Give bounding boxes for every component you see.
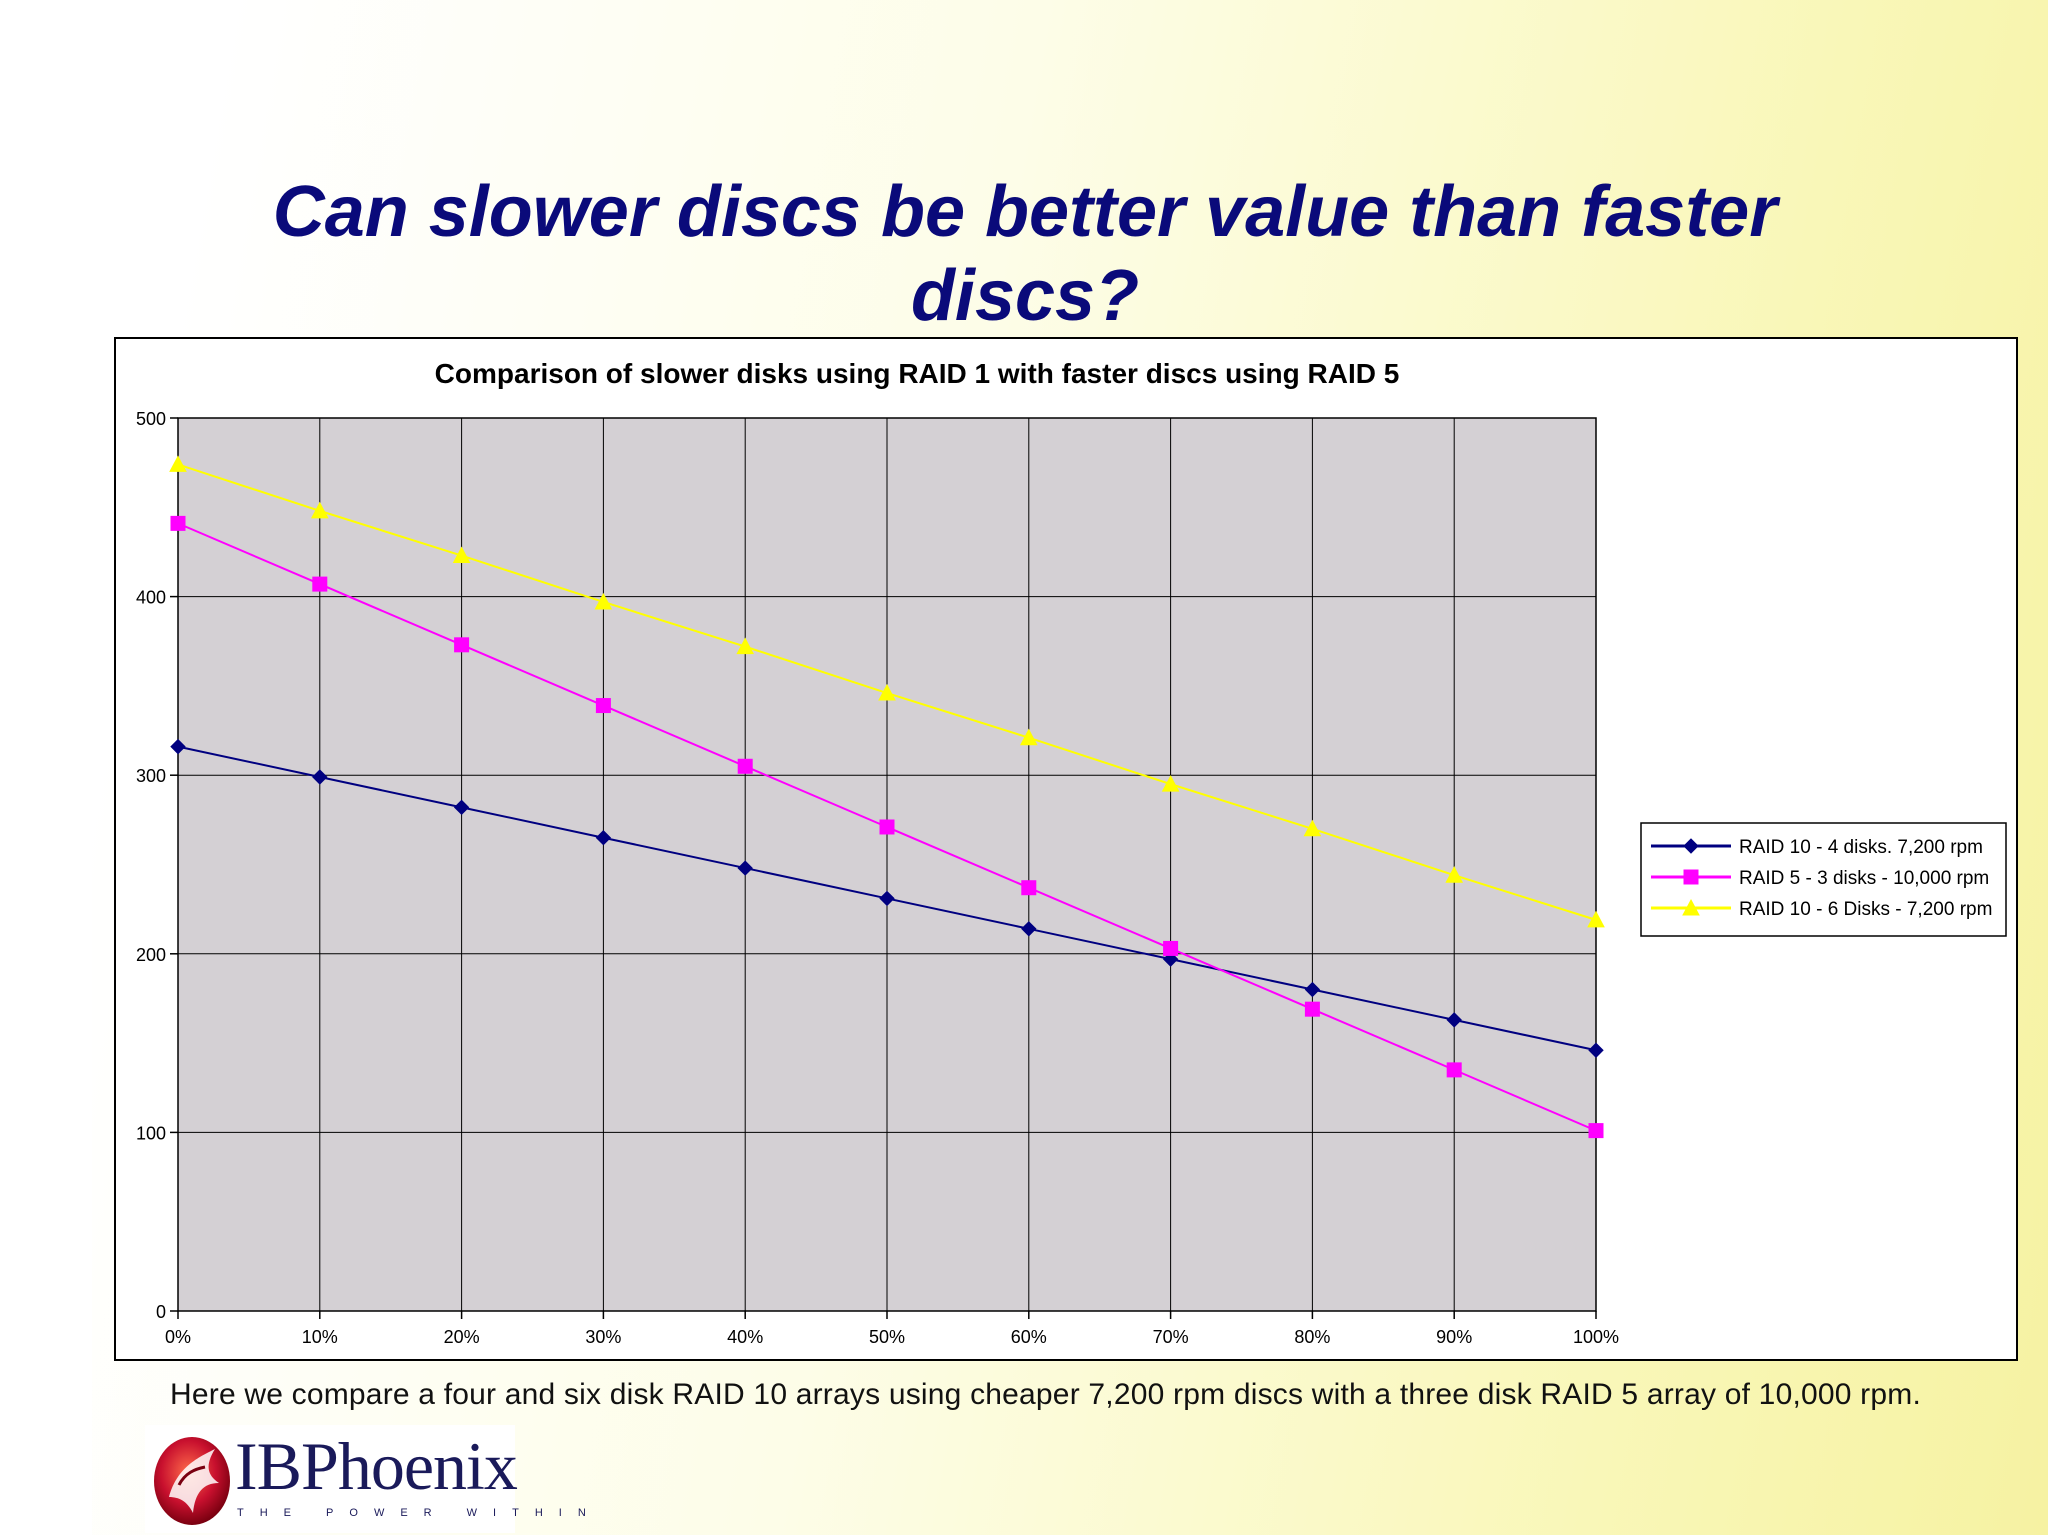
legend-label: RAID 10 - 4 disks. 7,200 rpm xyxy=(1739,837,1983,858)
data-point-series-1 xyxy=(1304,981,1321,998)
y-tick-label: 200 xyxy=(136,945,166,965)
y-tick-label: 400 xyxy=(136,588,166,608)
data-point-series-2 xyxy=(879,819,895,835)
data-point-series-2 xyxy=(1021,880,1037,896)
data-point-series-1 xyxy=(170,738,186,755)
x-tick-label: 70% xyxy=(1153,1327,1189,1347)
x-tick-label: 30% xyxy=(585,1327,621,1347)
data-point-series-1 xyxy=(737,860,753,876)
legend-box xyxy=(1640,822,2007,937)
x-tick-label: 90% xyxy=(1436,1327,1472,1347)
data-point-series-2 xyxy=(170,515,186,531)
slide-caption: Here we compare a four and six disk RAID… xyxy=(170,1378,1921,1411)
ibphoenix-logo: IBPhoenix THE POWER WITHIN xyxy=(145,1425,586,1533)
data-point-series-3 xyxy=(310,501,329,519)
data-point-series-3 xyxy=(594,592,613,610)
data-point-series-2 xyxy=(312,576,328,592)
x-tick-label: 100% xyxy=(1573,1327,1619,1347)
data-point-series-2 xyxy=(595,698,611,714)
y-tick-label: 100 xyxy=(136,1123,166,1143)
x-tick-label: 20% xyxy=(444,1327,480,1347)
line-chart: Comparison of slower disks using RAID 1 … xyxy=(136,358,2007,1347)
data-point-series-2 xyxy=(1304,1001,1320,1017)
data-point-series-2 xyxy=(1446,1062,1462,1078)
legend-label: RAID 5 - 3 disks - 10,000 rpm xyxy=(1739,868,1989,889)
logo-wordmark: IBPhoenix xyxy=(235,1428,518,1504)
data-point-series-1 xyxy=(1021,921,1037,937)
data-point-series-1 xyxy=(879,890,895,907)
data-point-series-1 xyxy=(1446,1012,1462,1028)
data-point-series-2 xyxy=(1163,940,1179,956)
x-tick-label: 40% xyxy=(727,1327,763,1347)
data-point-series-2 xyxy=(737,758,753,774)
logo-tagline: THE POWER WITHIN xyxy=(237,1507,602,1519)
legend-swatch-marker xyxy=(1683,869,1699,885)
data-point-series-3 xyxy=(1587,910,1605,928)
data-point-series-1 xyxy=(595,830,612,846)
y-tick-label: 500 xyxy=(136,409,166,429)
y-tick-label: 0 xyxy=(156,1302,166,1322)
left-band xyxy=(0,0,92,1535)
data-point-series-3 xyxy=(169,455,187,472)
x-tick-label: 50% xyxy=(869,1327,905,1347)
x-tick-label: 60% xyxy=(1011,1327,1047,1347)
y-tick-label: 300 xyxy=(136,766,166,786)
data-point-series-1 xyxy=(453,799,470,816)
data-point-series-2 xyxy=(1588,1123,1604,1139)
data-point-series-2 xyxy=(454,637,470,653)
data-point-series-1 xyxy=(1588,1042,1604,1058)
data-point-series-3 xyxy=(1303,819,1322,837)
data-point-series-3 xyxy=(1019,728,1038,746)
chart-title: Comparison of slower disks using RAID 1 … xyxy=(435,358,1400,389)
x-tick-label: 80% xyxy=(1294,1327,1330,1347)
data-point-series-3 xyxy=(1161,775,1180,792)
data-point-series-1 xyxy=(312,769,328,785)
data-point-series-3 xyxy=(1445,866,1464,883)
slide-title: Can slower discs be better value than fa… xyxy=(272,172,1778,336)
x-tick-label: 0% xyxy=(165,1327,191,1347)
legend-swatch-marker xyxy=(1683,838,1699,854)
chart-frame: Comparison of slower disks using RAID 1 … xyxy=(114,337,2018,1361)
x-tick-label: 10% xyxy=(302,1327,338,1347)
data-point-series-3 xyxy=(736,637,755,655)
data-point-series-3 xyxy=(452,546,471,564)
legend-swatch-marker xyxy=(1682,898,1700,916)
legend-label: RAID 10 - 6 Disks - 7,200 rpm xyxy=(1739,899,1992,920)
phoenix-icon xyxy=(154,1437,230,1525)
data-point-series-3 xyxy=(878,683,896,701)
